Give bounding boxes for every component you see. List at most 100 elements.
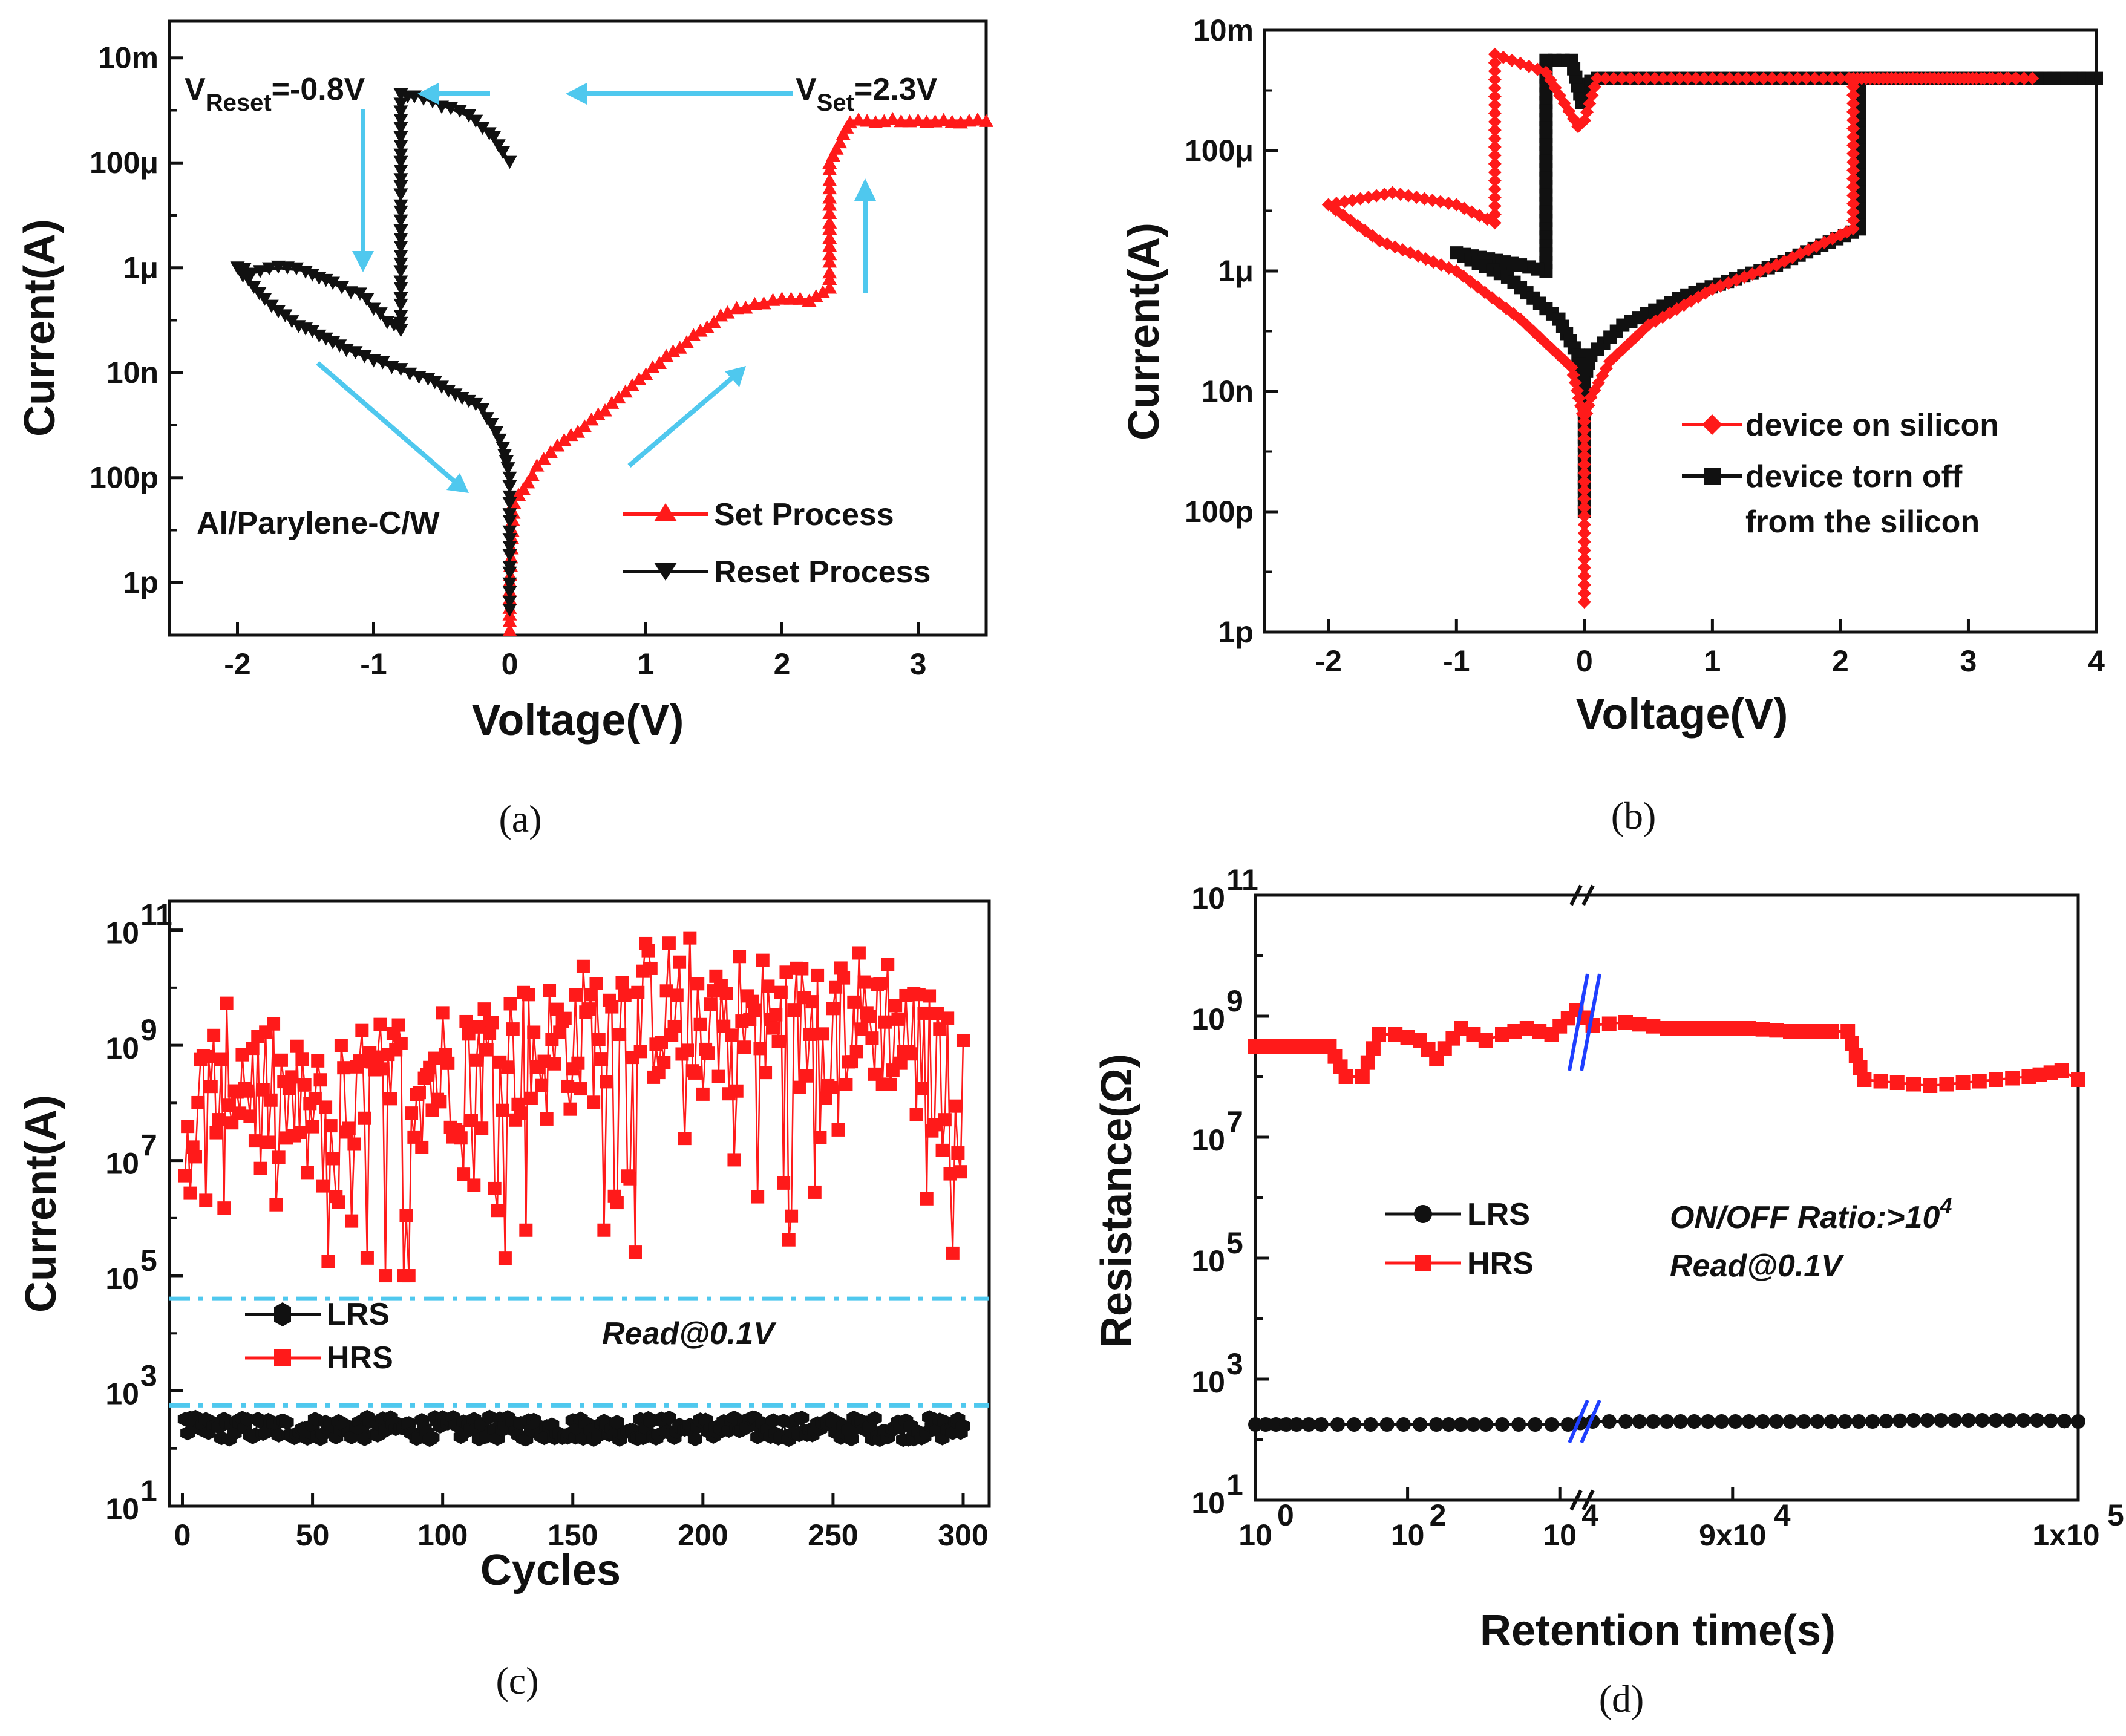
hrs-point	[222, 1098, 236, 1112]
data-point	[1454, 1417, 1468, 1432]
data-point	[357, 350, 372, 364]
data-point	[645, 360, 660, 373]
hrs-point	[571, 1056, 585, 1070]
data-point	[1618, 1015, 1633, 1030]
data-point	[1355, 1069, 1370, 1084]
hrs-point	[678, 1132, 692, 1146]
hrs-point	[467, 1178, 481, 1192]
data-point	[1796, 1024, 1811, 1039]
data-point	[1955, 1075, 1971, 1090]
data-point	[536, 452, 551, 465]
data-point	[2030, 1413, 2044, 1428]
hrs-point	[693, 1017, 707, 1031]
hrs-point	[847, 995, 861, 1009]
data-break	[1580, 973, 1601, 1071]
data-point	[1466, 1027, 1481, 1042]
data-point	[1488, 191, 1502, 204]
y-tick-exponent: 9	[1226, 984, 1243, 1018]
hrs-point	[766, 1021, 780, 1035]
hrs-point	[711, 1069, 725, 1083]
hrs-point	[506, 1022, 520, 1036]
data-point	[1825, 71, 1839, 85]
data-point	[1577, 526, 1591, 540]
data-point	[420, 373, 436, 386]
data-point	[1495, 1417, 1509, 1432]
y-tick-label: 10	[105, 1031, 139, 1065]
data-point	[502, 497, 517, 511]
y-tick-label: 10	[105, 1377, 139, 1411]
legend-torn-marker	[1704, 468, 1721, 485]
data-point	[1969, 71, 1983, 85]
data-point	[860, 113, 875, 127]
hrs-point	[360, 1251, 374, 1265]
hrs-point	[334, 1039, 348, 1052]
data-point	[489, 426, 503, 440]
lrs-point	[794, 1410, 810, 1425]
data-point	[525, 468, 540, 481]
hrs-point	[915, 1082, 929, 1095]
hrs-point	[748, 1003, 762, 1017]
hrs-point	[376, 1062, 390, 1076]
x-axis-label: Retention time(s)	[1480, 1607, 1836, 1655]
data-point	[1722, 71, 1736, 85]
hrs-point	[738, 1040, 751, 1054]
hrs-point	[852, 946, 866, 960]
data-point	[1846, 122, 1860, 135]
x-tick-label: 10	[1238, 1518, 1272, 1552]
hrs-point	[428, 1051, 442, 1065]
hrs-point	[462, 1027, 476, 1041]
data-point	[1577, 578, 1591, 592]
data-point	[475, 122, 490, 135]
arrow-diag-down-head	[446, 473, 469, 493]
hrs-point	[831, 1123, 845, 1137]
data-point	[1846, 105, 1860, 119]
hrs-point	[483, 1026, 497, 1040]
hrs-point	[501, 1060, 515, 1074]
data-point	[359, 293, 375, 307]
data-point	[1388, 1027, 1403, 1042]
data-point	[393, 250, 408, 263]
read-voltage-label: Read@0.1V	[1670, 1248, 1845, 1284]
hrs-point	[207, 1028, 221, 1042]
hrs-point	[920, 1192, 934, 1206]
hrs-point	[274, 1053, 288, 1067]
data-point	[1989, 1413, 2003, 1428]
data-point	[1701, 1414, 1715, 1429]
hrs-point	[761, 979, 775, 993]
data-point	[1846, 214, 1860, 227]
hrs-point	[269, 1198, 283, 1212]
axis-break	[1581, 884, 1595, 906]
data-point	[970, 112, 985, 126]
hrs-point	[725, 1028, 739, 1042]
hrs-point	[837, 971, 851, 985]
data-point	[1289, 1417, 1304, 1432]
legend: LRS HRS	[245, 1297, 393, 1375]
x-tick-label: 10	[1391, 1518, 1425, 1552]
data-point	[434, 380, 449, 394]
data-point	[793, 292, 808, 305]
plot-frame	[168, 19, 988, 637]
hrs-point	[553, 1025, 567, 1039]
read-voltage-label: Read@0.1V	[602, 1316, 777, 1351]
hrs-point	[623, 1172, 637, 1186]
data-point	[1824, 1414, 1839, 1429]
hrs-point	[415, 1140, 429, 1154]
x-tick-exponent: 0	[1277, 1498, 1294, 1532]
y-tick-exponent: 3	[1226, 1347, 1243, 1381]
data-point	[1755, 1414, 1770, 1429]
hrs-point	[933, 1022, 947, 1036]
panel-c-caption: (c)	[496, 1659, 538, 1702]
data-point	[1648, 71, 1662, 85]
data-point	[468, 114, 483, 128]
data-point	[393, 97, 408, 111]
data-point	[499, 455, 514, 469]
data-point	[502, 515, 517, 528]
data-point	[496, 146, 511, 160]
data-point	[2001, 71, 2015, 85]
data-point	[1660, 1021, 1674, 1036]
hrs-point	[641, 944, 655, 958]
data-point	[543, 445, 558, 458]
data-point	[1532, 1024, 1547, 1039]
data-point	[1994, 71, 2007, 85]
